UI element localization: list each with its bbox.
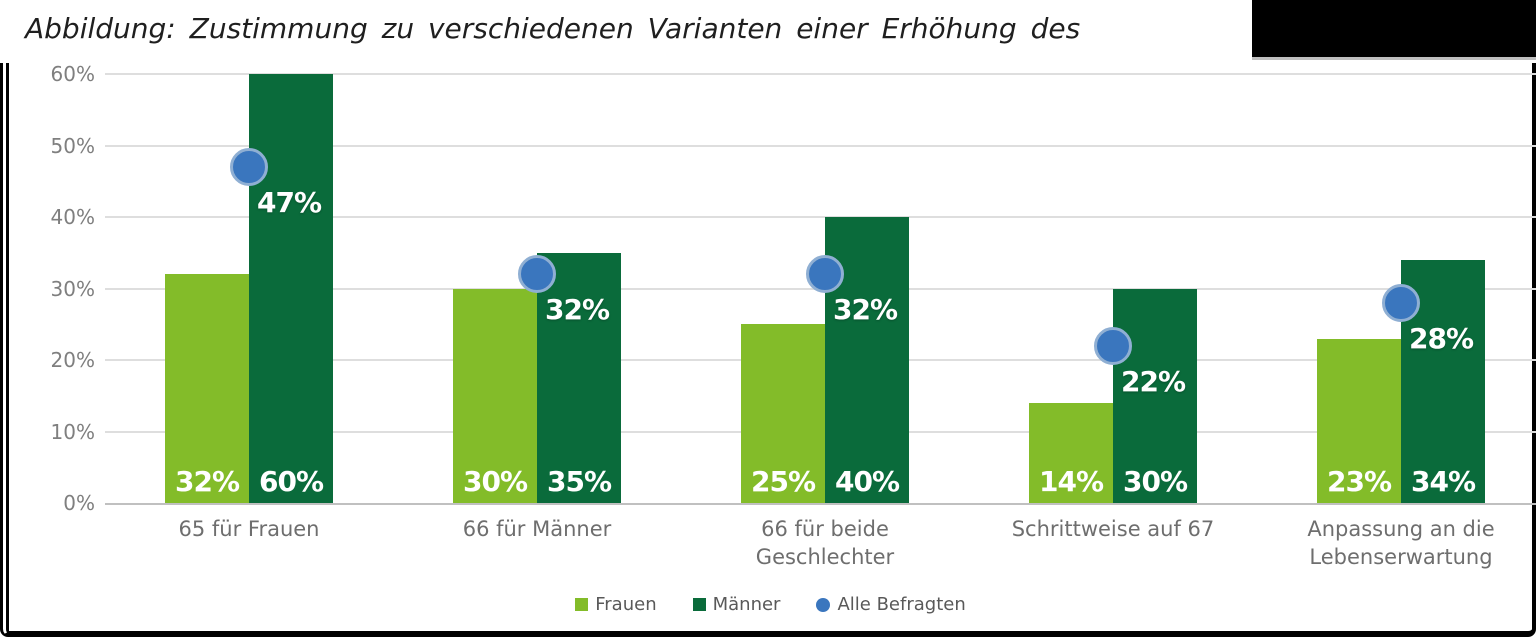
category-label-text: Anpassung an die Lebenserwartung [1307,517,1495,570]
y-tick-20: 20% [50,348,95,372]
redaction-box [1252,0,1536,57]
legend-label: Frauen [595,594,657,615]
alle-befragten-dot [230,147,268,186]
alle-befragten-dot [806,255,844,294]
maenner-bar: 60% [249,74,333,503]
alle-befragten-dot [1094,326,1132,365]
y-tick-60: 60% [50,62,95,86]
alle-befragten-value-label: 22% [1121,364,1186,398]
category-label-text: 65 für Frauen [178,517,320,541]
legend-label: Alle Befragten [837,594,966,615]
y-tick-10: 10% [50,419,95,444]
bar-group-5: 23% 34% 28% [1257,74,1536,503]
bar-group-1: 32% 60% 47% [105,74,393,503]
frauen-value-label: 32% [174,465,240,498]
alle-befragten-dot [518,255,556,294]
square-marker-icon [692,598,706,611]
category-label-4: Schrittweise auf 67 [969,515,1257,572]
frauen-bar: 25% [741,324,825,503]
legend-item-frauen: Frauen [575,594,657,615]
circle-marker-icon [816,597,831,612]
y-tick-40: 40% [50,205,95,229]
legend-item-männer: Männer [692,594,781,615]
maenner-bar: 35% [537,252,621,503]
alle-befragten-value-label: 28% [1409,321,1474,355]
alle-befragten-value-label: 32% [833,293,898,327]
x-axis-line [105,503,1536,505]
maenner-value-label: 60% [258,465,324,498]
maenner-value-label: 34% [1410,465,1476,498]
alle-befragten-dot [1382,283,1420,322]
y-tick-50: 50% [50,133,95,158]
frauen-bar: 23% [1317,338,1401,503]
category-label-5: Anpassung an die Lebenserwartung [1257,515,1536,572]
frauen-bar: 32% [165,274,249,503]
figure-title: Abbildung: Zustimmung zu verschiedenen V… [25,12,1081,45]
gridline-50 [105,144,1536,147]
frauen-value-label: 23% [1326,465,1392,498]
category-label-2: 66 für Männer [393,515,681,572]
frauen-value-label: 25% [750,465,816,498]
maenner-bar: 30% [1113,288,1197,503]
maenner-value-label: 35% [546,465,612,498]
legend-item-alle-befragten: Alle Befragten [816,594,966,615]
y-tick-0: 0% [63,491,95,515]
bar-group-3: 25% 40% 32% [681,74,969,503]
maenner-value-label: 40% [834,465,900,498]
legend-label: Männer [712,594,781,615]
frauen-value-label: 30% [462,465,528,498]
frauen-bar: 30% [453,288,537,503]
chart-legend: Frauen Männer Alle Befragten [9,594,1532,615]
bar-group-4: 14% 30% 22% [969,74,1257,503]
square-marker-icon [575,598,589,611]
bar-groups: 32% 60% 47% 30% 35% 32% 25% 40% 32% 14% 30% 22% 23% 3… [105,74,1536,503]
frauen-bar: 14% [1029,402,1113,503]
alle-befragten-value-label: 32% [545,293,610,327]
category-label-text: 66 für Männer [462,517,612,541]
category-axis: 65 für Frauen 66 für Männer 66 für beide G… [105,515,1536,572]
gridline-40 [105,216,1536,218]
y-tick-30: 30% [50,276,95,301]
category-label-text: Schrittweise auf 67 [1011,517,1215,541]
gridline-60 [105,73,1536,75]
category-label-1: 65 für Frauen [105,515,393,572]
maenner-value-label: 30% [1122,465,1188,498]
frauen-value-label: 14% [1038,465,1104,498]
alle-befragten-value-label: 47% [257,185,322,219]
category-label-text: 66 für beide Geschlechter [755,517,895,570]
bar-group-2: 30% 35% 32% [393,74,681,503]
chart-frame: 32% 60% 47% 30% 35% 32% 25% 40% 32% 14% 30% 22% 23% 3… [0,62,1536,637]
category-label-3: 66 für beide Geschlechter [681,515,969,572]
